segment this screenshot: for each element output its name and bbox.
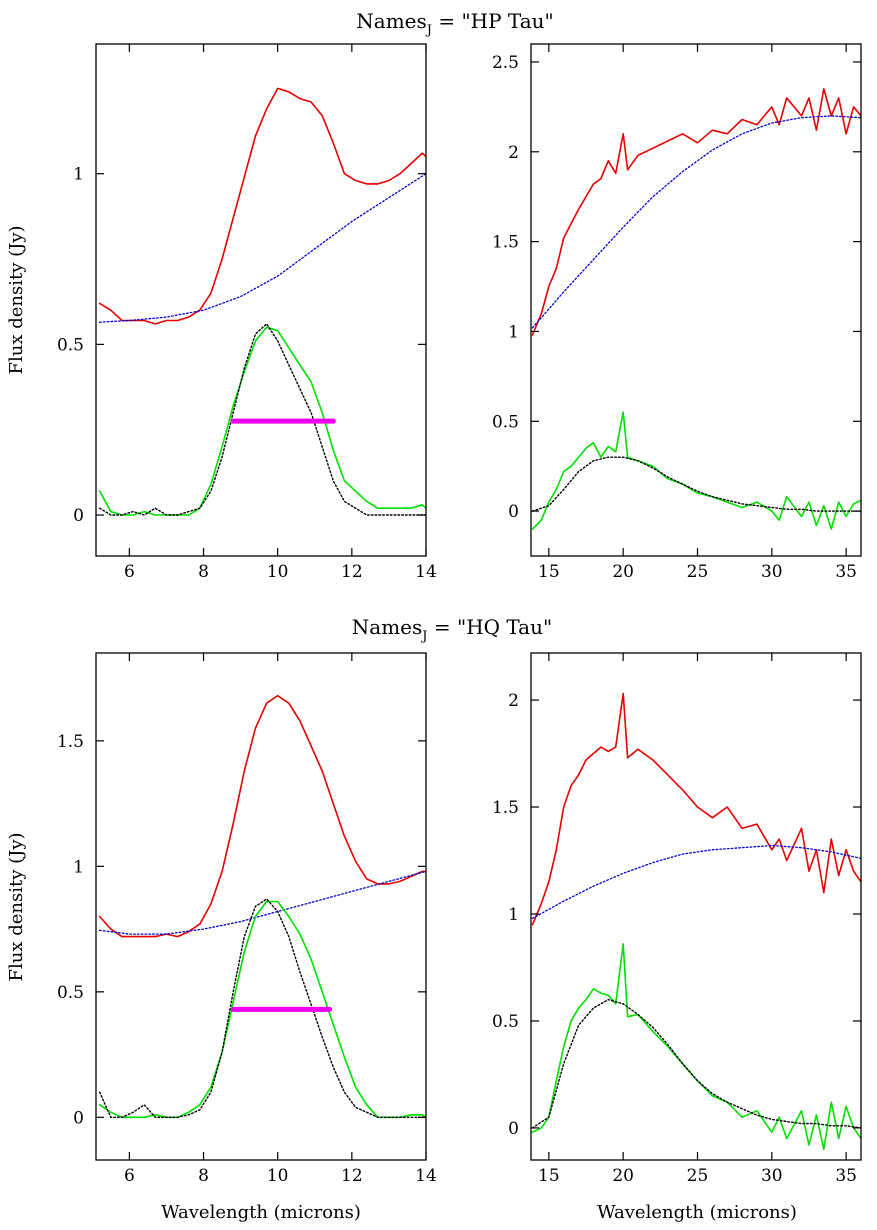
continuum-series-line bbox=[99, 173, 426, 323]
plot-frame bbox=[530, 652, 862, 1161]
x-tick-label: 10 bbox=[267, 562, 289, 582]
continuum-series-line bbox=[531, 844, 861, 919]
series-group bbox=[98, 87, 426, 516]
panel-hq-tau-long-wavelength: 15 20 25 30 35 0 0.5 1 1.5 2 bbox=[492, 652, 862, 1186]
bottom-row-title: NamesJ = "HQ Tau" bbox=[352, 615, 552, 644]
observed-series-line bbox=[98, 87, 426, 325]
y-tick-label: 2 bbox=[508, 143, 519, 163]
y-tick-label: 0 bbox=[73, 506, 84, 526]
y-tick-label: 1.5 bbox=[492, 798, 519, 818]
continuum-series-line bbox=[531, 115, 861, 329]
y-axis-title-top: Flux density (Jy) bbox=[6, 225, 27, 374]
x-tick-label: 25 bbox=[687, 1166, 709, 1186]
x-axis-title-left: Wavelength (microns) bbox=[161, 1202, 361, 1223]
x-axis-title-right: Wavelength (microns) bbox=[597, 1202, 797, 1223]
y-tick-label: 0.5 bbox=[57, 335, 84, 355]
panel-hp-tau-silicate: 6 8 10 12 14 0 0.5 1 bbox=[57, 43, 437, 582]
residual-series-line bbox=[531, 411, 861, 530]
y-tick-label: 1 bbox=[508, 905, 519, 925]
panel-hq-tau-silicate: 6 8 10 12 14 0 0.5 1 1.5 bbox=[57, 652, 437, 1186]
x-tick-label: 6 bbox=[124, 562, 135, 582]
x-tick-label: 20 bbox=[612, 562, 634, 582]
residual-series-line bbox=[98, 326, 426, 516]
y-tick-label: 1.5 bbox=[492, 233, 519, 253]
y-tick-label: 2 bbox=[508, 691, 519, 711]
x-tick-label: 35 bbox=[835, 562, 857, 582]
y-tick-label: 0 bbox=[73, 1108, 84, 1128]
x-tick-label: 30 bbox=[761, 1166, 783, 1186]
x-tick-label: 14 bbox=[415, 562, 437, 582]
x-tick-label: 30 bbox=[761, 562, 783, 582]
x-tick-label: 6 bbox=[124, 1166, 135, 1186]
y-axis-title-bottom: Flux density (Jy) bbox=[6, 832, 27, 981]
y-tick-label: 0 bbox=[508, 502, 519, 522]
x-tick-label: 8 bbox=[198, 1166, 209, 1186]
x-tick-label: 10 bbox=[267, 1166, 289, 1186]
x-tick-label: 12 bbox=[341, 562, 363, 582]
x-tick-label: 14 bbox=[415, 1166, 437, 1186]
continuum-series-line bbox=[99, 870, 426, 935]
y-tick-label: 1 bbox=[73, 857, 84, 877]
plot-frame bbox=[530, 43, 862, 557]
y-tick-label: 2.5 bbox=[492, 53, 519, 73]
x-tick-label: 25 bbox=[687, 562, 709, 582]
plot-frame bbox=[95, 43, 427, 557]
x-tick-label: 15 bbox=[538, 562, 560, 582]
panel-hp-tau-long-wavelength: 15 20 25 30 35 0 0.5 1 1.5 2 2.5 bbox=[492, 43, 862, 582]
top-row-title: NamesJ = "HP Tau" bbox=[356, 9, 553, 38]
series-group bbox=[531, 692, 861, 1151]
y-tick-label: 1 bbox=[73, 165, 84, 185]
model-series-line bbox=[531, 456, 861, 512]
observed-series-line bbox=[531, 692, 861, 926]
y-tick-label: 0.5 bbox=[492, 1012, 519, 1032]
model-series-line bbox=[98, 898, 426, 1119]
observed-series-line bbox=[531, 88, 861, 336]
x-tick-label: 12 bbox=[341, 1166, 363, 1186]
x-tick-label: 15 bbox=[538, 1166, 560, 1186]
observed-series-line bbox=[98, 694, 426, 938]
y-tick-label: 0 bbox=[508, 1119, 519, 1139]
series-group bbox=[531, 88, 861, 530]
series-group bbox=[98, 694, 426, 1119]
y-tick-label: 1.5 bbox=[57, 732, 84, 752]
y-tick-label: 0.5 bbox=[492, 412, 519, 432]
y-tick-label: 0.5 bbox=[57, 983, 84, 1003]
residual-series-line bbox=[531, 943, 861, 1151]
model-series-line bbox=[531, 998, 861, 1129]
model-series-line bbox=[98, 323, 426, 516]
x-tick-label: 20 bbox=[612, 1166, 634, 1186]
y-tick-label: 1 bbox=[508, 322, 519, 342]
x-tick-label: 8 bbox=[198, 562, 209, 582]
plot-frame bbox=[95, 652, 427, 1161]
x-tick-label: 35 bbox=[835, 1166, 857, 1186]
